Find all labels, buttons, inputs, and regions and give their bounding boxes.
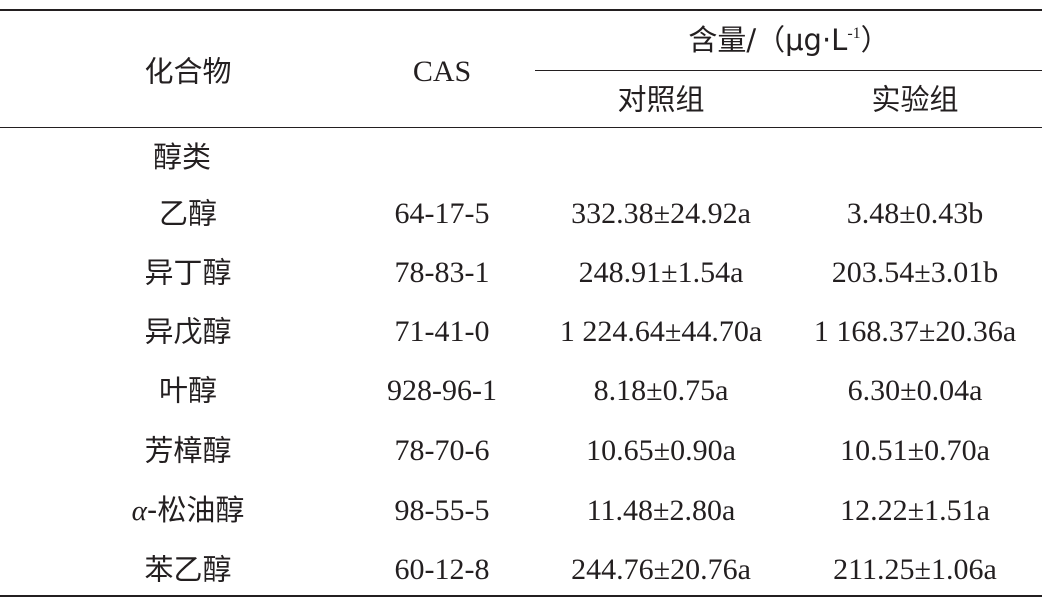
row-cas: 98-55-5: [394, 494, 490, 527]
header-compound: 化合物: [144, 54, 232, 89]
row-cas: 71-41-0: [394, 315, 490, 348]
row-control: 248.91±1.54a: [578, 256, 744, 289]
row-control: 332.38±24.92a: [571, 197, 751, 230]
row-experimental: 10.51±0.70a: [840, 434, 990, 467]
header-content-sup: -1: [847, 25, 861, 42]
row-control: 244.76±20.76a: [571, 553, 751, 586]
table-bottom-rule: [0, 595, 1042, 597]
row-compound: α-松油醇: [132, 496, 245, 526]
row-compound: 芳樟醇: [144, 433, 232, 468]
row-experimental: 12.22±1.51a: [840, 494, 990, 527]
row-compound: 叶醇: [158, 373, 218, 408]
row-experimental: 203.54±3.01b: [831, 256, 999, 289]
row-control: 1 224.64±44.70a: [559, 315, 763, 348]
table-top-rule: [0, 9, 1042, 11]
row-experimental: 211.25±1.06a: [833, 553, 997, 586]
header-control: 对照组: [617, 82, 705, 117]
row-cas: 928-96-1: [387, 374, 497, 407]
row-control: 11.48±2.80a: [586, 494, 736, 527]
header-experimental: 实验组: [871, 82, 959, 117]
row-cas: 60-12-8: [394, 553, 490, 586]
row-cas: 64-17-5: [394, 197, 490, 230]
header-content: 含量/（μg·L-1）: [688, 26, 889, 56]
row-control: 8.18±0.75a: [593, 374, 729, 407]
row-cas: 78-83-1: [394, 256, 490, 289]
row-compound: 苯乙醇: [144, 552, 232, 587]
content-header-rule: [535, 70, 1042, 71]
row-compound: 异丁醇: [144, 255, 232, 290]
row-control: 10.65±0.90a: [586, 434, 736, 467]
row-experimental: 6.30±0.04a: [847, 374, 983, 407]
row-cas: 78-70-6: [394, 434, 490, 467]
row-compound: 异戊醇: [144, 314, 232, 349]
header-bottom-rule: [0, 127, 1042, 128]
row-experimental: 1 168.37±20.36a: [813, 315, 1017, 348]
row-compound-prefix: α: [131, 495, 147, 527]
row-compound-name: -松油醇: [146, 493, 245, 527]
header-cas: CAS: [412, 55, 472, 88]
header-content-prefix: 含量/（μg·L: [688, 23, 848, 57]
header-content-suffix: ）: [860, 23, 890, 57]
row-compound: 乙醇: [158, 196, 218, 231]
group-label: 醇类: [153, 140, 212, 174]
row-experimental: 3.48±0.43b: [846, 197, 984, 230]
